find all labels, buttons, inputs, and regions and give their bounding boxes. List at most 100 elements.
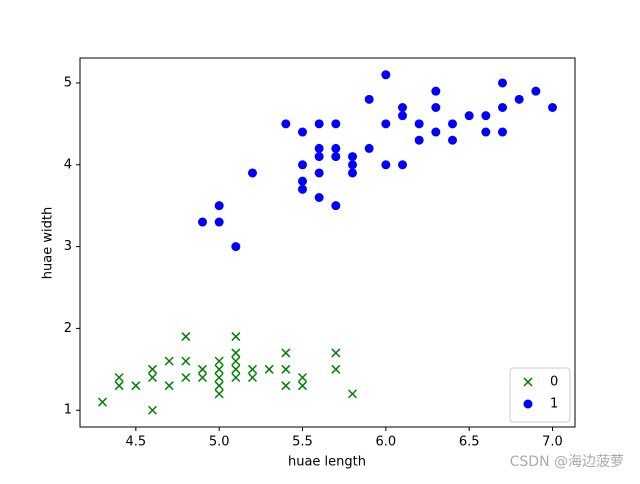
point: [498, 78, 507, 88]
point: [214, 217, 224, 227]
point: [331, 119, 341, 129]
point: [214, 372, 224, 383]
y-tick-label: 4: [64, 157, 72, 172]
plot-frame: [79, 57, 576, 428]
point: [314, 152, 324, 162]
point: [281, 381, 291, 391]
point: [348, 152, 357, 162]
point: [231, 356, 241, 366]
point: [147, 364, 158, 374]
point: [314, 193, 324, 202]
point: [364, 94, 374, 104]
point: [231, 242, 241, 252]
x-axis-label: huae length: [288, 455, 366, 470]
point: [298, 176, 307, 186]
point: [431, 86, 441, 96]
point: [281, 348, 291, 358]
point: [214, 364, 224, 374]
point: [381, 160, 391, 170]
point: [331, 152, 341, 162]
point: [198, 217, 207, 227]
point: [481, 111, 491, 121]
point: [381, 119, 391, 129]
point: [231, 372, 241, 383]
watermark: CSDN @海边菠萝: [510, 454, 624, 470]
point: [164, 356, 174, 366]
point: [364, 143, 374, 153]
point: [164, 381, 174, 391]
point: [414, 119, 424, 129]
point: [131, 381, 141, 391]
point: [498, 103, 507, 112]
x-tick-label: 6.0: [375, 435, 396, 450]
y-tick-label: 1: [64, 403, 72, 418]
x-tick-label: 6.5: [459, 435, 480, 450]
point: [231, 348, 241, 358]
point: [347, 389, 358, 399]
point: [498, 127, 507, 137]
point: [348, 168, 357, 178]
point: [314, 119, 324, 129]
point: [398, 160, 407, 170]
point: [531, 86, 541, 96]
point: [348, 160, 357, 170]
x-tick-label: 7.0: [542, 435, 563, 450]
legend-box: [509, 367, 571, 423]
legend-label: 0: [550, 375, 558, 390]
y-tick-label: 5: [64, 75, 72, 90]
point: [297, 381, 308, 391]
point: [481, 127, 491, 137]
point: [331, 143, 341, 153]
legend-label: 1: [550, 397, 558, 412]
point: [431, 103, 441, 112]
y-axis-label: huae width: [41, 207, 56, 279]
x-tick-label: 4.5: [125, 435, 146, 450]
point: [298, 184, 307, 194]
point: [247, 364, 258, 374]
legend-marker: [523, 399, 533, 409]
point: [514, 94, 524, 104]
point: [197, 372, 208, 383]
point: [231, 364, 241, 374]
point: [331, 348, 341, 358]
point: [181, 332, 191, 342]
point: [331, 364, 341, 374]
point: [264, 364, 274, 374]
point: [448, 119, 457, 129]
point: [97, 397, 108, 407]
point: [448, 135, 457, 145]
point: [214, 356, 224, 366]
point: [214, 201, 224, 211]
point: [464, 111, 474, 121]
point: [398, 111, 407, 121]
point: [231, 332, 241, 342]
point: [314, 168, 324, 178]
point: [147, 405, 158, 415]
point: [398, 103, 407, 112]
point: [298, 127, 307, 137]
point: [197, 364, 208, 374]
point: [414, 135, 424, 145]
point: [381, 70, 391, 80]
point: [297, 372, 308, 383]
point: [114, 381, 124, 391]
point: [431, 127, 441, 137]
point: [298, 160, 307, 170]
x-tick-label: 5.0: [209, 435, 230, 450]
point: [281, 364, 291, 374]
point: [114, 372, 124, 383]
y-tick-label: 2: [64, 321, 72, 336]
point: [181, 356, 191, 366]
legend-marker: [523, 377, 533, 387]
point: [331, 201, 341, 211]
point: [281, 119, 291, 129]
point: [248, 168, 257, 178]
point: [214, 389, 224, 399]
y-tick-label: 3: [64, 239, 72, 254]
point: [314, 143, 324, 153]
point: [147, 372, 158, 383]
point: [214, 381, 224, 391]
x-tick-label: 5.5: [292, 435, 313, 450]
point: [548, 103, 557, 112]
